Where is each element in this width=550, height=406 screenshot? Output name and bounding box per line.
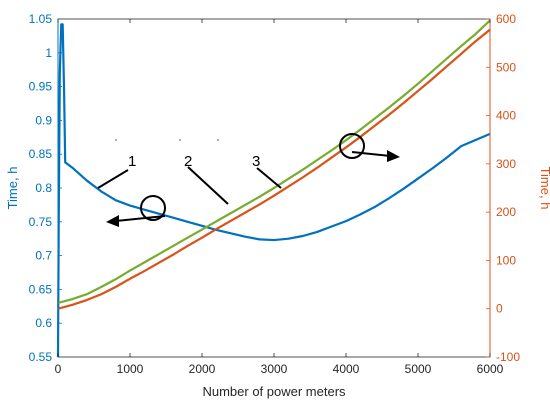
- x-tick-label: 0: [55, 362, 62, 376]
- label-2-leader: [187, 166, 229, 205]
- right-axis-ticks: -100 0 100 200 300 400 500 600: [486, 12, 520, 364]
- left-tick-label: 0.75: [29, 215, 53, 229]
- left-tick-label: 0.95: [29, 80, 53, 94]
- series-lines: [56, 19, 491, 358]
- right-tick-label: 200: [496, 205, 516, 219]
- x-axis-title: Number of power meters: [202, 384, 346, 399]
- left-tick-label: 1: [45, 46, 52, 60]
- left-axis-title: Time, h: [5, 167, 20, 210]
- right-arrow-head-icon: [387, 150, 400, 162]
- left-tick-label: 0.7: [35, 249, 52, 263]
- series-label-1: 1: [128, 153, 136, 170]
- left-axis-indicator-circle: [140, 195, 166, 221]
- left-arrow-head-icon: [106, 215, 119, 227]
- left-tick-label: 0.85: [29, 147, 53, 161]
- series-line-1: [56, 23, 491, 358]
- x-tick-label: 5000: [405, 362, 432, 376]
- right-tick-label: 300: [496, 157, 516, 171]
- series-label-2: 2: [184, 153, 192, 170]
- label-1-leader: [97, 169, 129, 189]
- left-axis-indicator-arrow: [115, 215, 166, 222]
- left-tick-label: 0.65: [29, 282, 53, 296]
- left-tick-label: 1.05: [29, 12, 53, 26]
- x-axis-ticks: 0 1000 2000 3000 4000 5000 6000: [55, 19, 504, 376]
- right-tick-label: 400: [496, 109, 516, 123]
- x-tick-label: 2000: [189, 362, 216, 376]
- right-tick-label: 500: [496, 60, 516, 74]
- left-tick-label: 0.6: [35, 316, 52, 330]
- left-tick-label: 0.55: [29, 350, 53, 364]
- x-tick-label: 6000: [477, 362, 504, 376]
- right-axis-indicator-arrow: [351, 151, 391, 157]
- right-tick-label: -100: [496, 350, 520, 364]
- series-line-3: [57, 19, 491, 304]
- x-tick-label: 3000: [261, 362, 288, 376]
- x-tick-label: 4000: [333, 362, 360, 376]
- series-label-3: 3: [252, 153, 260, 170]
- right-axis-indicator-circle: [339, 133, 365, 159]
- speck: [217, 139, 219, 141]
- label-3-leader: [256, 167, 282, 189]
- series-line-2: [57, 28, 491, 310]
- left-tick-label: 0.8: [35, 181, 52, 195]
- left-tick-label: 0.9: [35, 113, 52, 127]
- x-tick-label: 1000: [117, 362, 144, 376]
- speck: [179, 139, 181, 141]
- right-tick-label: 0: [496, 302, 503, 316]
- speck: [115, 139, 117, 141]
- right-tick-label: 600: [496, 12, 516, 26]
- right-axis-title: Time, h: [538, 167, 550, 210]
- left-axis-ticks: 0.55 0.6 0.65 0.7 0.75 0.8 0.85 0.9 0.95 1 1.05: [29, 12, 62, 364]
- right-tick-label: 100: [496, 253, 516, 267]
